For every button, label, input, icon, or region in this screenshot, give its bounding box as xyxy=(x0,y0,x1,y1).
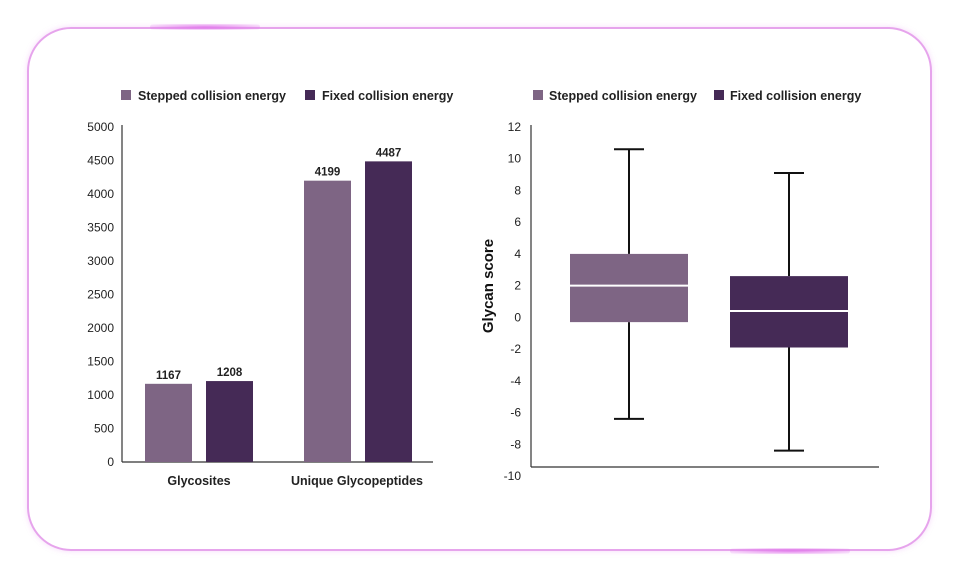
bar-y-tick-label: 3500 xyxy=(87,221,114,235)
bar-y-tick-label: 3000 xyxy=(87,254,114,268)
legend-swatch-fixed-box xyxy=(714,90,724,100)
bar-data-label: 4199 xyxy=(315,167,341,179)
bar-y-tick-label: 2500 xyxy=(87,288,114,302)
box-y-tick-label: 0 xyxy=(514,310,521,324)
bar-fixed-1 xyxy=(365,161,412,462)
box-fixed xyxy=(730,172,848,452)
legend-label-stepped-box: Stepped collision energy xyxy=(549,89,697,103)
box-marks xyxy=(570,148,848,452)
bar-data-label: 1208 xyxy=(217,367,243,379)
bar-marks xyxy=(145,161,412,463)
bar-data-labels: 1167 1208 4199 4487 xyxy=(156,147,401,381)
box-y-ticks: -10 -8 -6 -4 -2 0 2 4 6 8 10 12 xyxy=(504,120,522,483)
card-frame xyxy=(27,27,932,551)
box-y-tick-label: -6 xyxy=(510,406,521,420)
legend-label-stepped: Stepped collision energy xyxy=(138,89,286,103)
box-y-tick-label: 4 xyxy=(514,247,521,261)
box-y-tick-label: 2 xyxy=(514,279,521,293)
box-chart: Stepped collision energy Fixed collision… xyxy=(480,89,879,483)
bar-y-tick-label: 1500 xyxy=(87,355,114,369)
bar-legend: Stepped collision energy Fixed collision… xyxy=(121,89,453,103)
legend-label-fixed-box: Fixed collision energy xyxy=(730,89,861,103)
bar-y-tick-label: 1000 xyxy=(87,388,114,402)
legend-swatch-stepped xyxy=(121,90,131,100)
bar-y-ticks: 0 500 1000 1500 2000 2500 3000 3500 4000 4500 5000 xyxy=(87,120,114,469)
legend-swatch-stepped-box xyxy=(533,90,543,100)
box-y-tick-label: 10 xyxy=(508,152,522,166)
box-y-tick-label: -4 xyxy=(510,374,521,388)
legend-label-fixed: Fixed collision energy xyxy=(322,89,453,103)
bar-data-label: 4487 xyxy=(376,147,402,159)
bar-y-tick-label: 0 xyxy=(107,455,114,469)
frame-glow-bottom xyxy=(730,548,850,554)
category-label-glycosites: Glycosites xyxy=(167,474,230,488)
box-stepped xyxy=(570,148,688,420)
box-y-axis-title: Glycan score xyxy=(480,239,497,333)
box-y-tick-label: 6 xyxy=(514,215,521,229)
frame-glow-top xyxy=(150,24,260,30)
category-label-unique-glycopeptides: Unique Glycopeptides xyxy=(291,474,423,488)
box-y-tick-label: -10 xyxy=(504,469,522,483)
bar-y-tick-label: 2000 xyxy=(87,321,114,335)
bar-y-tick-label: 4500 xyxy=(87,154,114,168)
bar-data-label: 1167 xyxy=(156,370,181,382)
box-y-tick-label: -2 xyxy=(510,342,521,356)
bar-y-tick-label: 4000 xyxy=(87,187,114,201)
legend-swatch-fixed xyxy=(305,90,315,100)
box-legend: Stepped collision energy Fixed collision… xyxy=(533,89,861,103)
bar-stepped-1 xyxy=(304,180,351,463)
box-y-tick-label: 12 xyxy=(508,120,522,134)
bar-chart: Stepped collision energy Fixed collision… xyxy=(87,89,453,488)
box-y-tick-label: -8 xyxy=(510,437,521,451)
bar-y-tick-label: 500 xyxy=(94,422,114,436)
bar-y-tick-label: 5000 xyxy=(87,120,114,134)
box-iqr xyxy=(570,253,688,323)
box-y-tick-label: 8 xyxy=(514,183,521,197)
bar-stepped-0 xyxy=(145,383,192,462)
bar-fixed-0 xyxy=(206,381,253,462)
